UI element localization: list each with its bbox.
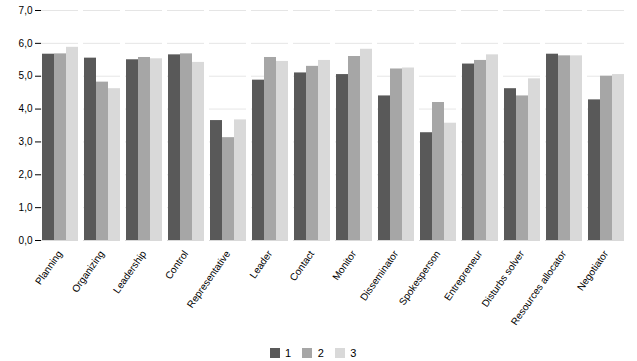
svg-text:Disseminator: Disseminator bbox=[358, 248, 401, 303]
svg-text:Contact: Contact bbox=[287, 248, 316, 283]
svg-text:4,0: 4,0 bbox=[19, 103, 33, 114]
svg-text:Disturbs solver: Disturbs solver bbox=[479, 248, 526, 309]
svg-text:Control: Control bbox=[163, 248, 191, 281]
html-text:2: 2 bbox=[317, 346, 324, 359]
svg-text:1,0: 1,0 bbox=[19, 202, 33, 213]
svg-text:0,0: 0,0 bbox=[19, 235, 33, 246]
svg-text:2,0: 2,0 bbox=[19, 169, 33, 180]
svg-text:Representative: Representative bbox=[185, 248, 233, 310]
svg-text:Planning: Planning bbox=[33, 248, 64, 286]
svg-text:Monitor: Monitor bbox=[330, 248, 359, 282]
html-text:3: 3 bbox=[350, 346, 357, 359]
svg-text:Negotiator: Negotiator bbox=[575, 248, 611, 293]
svg-text:Leadership: Leadership bbox=[111, 248, 149, 295]
svg-text:3,0: 3,0 bbox=[19, 136, 33, 147]
html-text:1: 1 bbox=[285, 346, 292, 359]
svg-text:Entrepreneur: Entrepreneur bbox=[442, 248, 485, 303]
svg-text:Resources allocator: Resources allocator bbox=[509, 248, 569, 327]
svg-text:7,0: 7,0 bbox=[19, 5, 33, 16]
svg-text:Leader: Leader bbox=[247, 248, 274, 280]
svg-text:Organizing: Organizing bbox=[70, 248, 107, 294]
svg-text:Spokesperson: Spokesperson bbox=[397, 248, 443, 307]
svg-text:6,0: 6,0 bbox=[19, 38, 33, 49]
svg-text:5,0: 5,0 bbox=[19, 70, 33, 81]
